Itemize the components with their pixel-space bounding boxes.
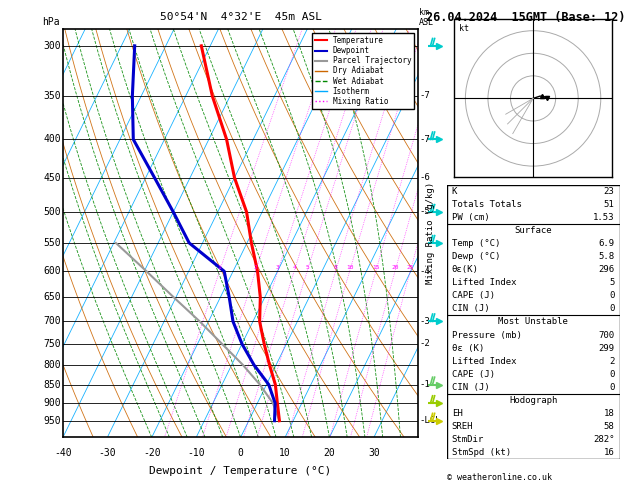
Text: 2: 2: [609, 357, 615, 365]
Text: Most Unstable: Most Unstable: [498, 317, 568, 327]
Text: 6.9: 6.9: [598, 239, 615, 248]
Text: 950: 950: [43, 416, 61, 426]
Text: 1.53: 1.53: [593, 213, 615, 222]
Text: 20: 20: [323, 448, 335, 458]
Text: 58: 58: [604, 422, 615, 431]
Text: hPa: hPa: [42, 17, 59, 27]
Text: PW (cm): PW (cm): [452, 213, 489, 222]
Text: Temp (°C): Temp (°C): [452, 239, 500, 248]
Text: 400: 400: [43, 135, 61, 144]
Text: 800: 800: [43, 360, 61, 370]
Text: -7: -7: [419, 135, 430, 144]
Text: Hodograph: Hodograph: [509, 396, 557, 405]
Text: -LCL: -LCL: [419, 416, 440, 425]
Text: 450: 450: [43, 173, 61, 183]
Text: CAPE (J): CAPE (J): [452, 291, 495, 300]
Text: 296: 296: [598, 265, 615, 274]
Text: 0: 0: [609, 383, 615, 392]
Text: θε (K): θε (K): [452, 344, 484, 353]
Text: © weatheronline.co.uk: © weatheronline.co.uk: [447, 473, 552, 482]
Text: 4: 4: [292, 265, 296, 270]
Text: CAPE (J): CAPE (J): [452, 370, 495, 379]
Text: 5.8: 5.8: [598, 252, 615, 261]
Text: EH: EH: [452, 409, 462, 418]
Text: 500: 500: [43, 207, 61, 217]
Text: -7: -7: [419, 91, 430, 101]
Text: -40: -40: [54, 448, 72, 458]
Text: StmDir: StmDir: [452, 435, 484, 444]
Text: 350: 350: [43, 91, 61, 101]
Text: -6: -6: [419, 173, 430, 182]
Text: 550: 550: [43, 238, 61, 248]
Text: 50°54'N  4°32'E  45m ASL: 50°54'N 4°32'E 45m ASL: [160, 12, 321, 22]
Text: Dewp (°C): Dewp (°C): [452, 252, 500, 261]
Text: -20: -20: [143, 448, 160, 458]
Text: -4: -4: [419, 267, 430, 276]
Text: 3: 3: [276, 265, 280, 270]
Legend: Temperature, Dewpoint, Parcel Trajectory, Dry Adiabat, Wet Adiabat, Isotherm, Mi: Temperature, Dewpoint, Parcel Trajectory…: [312, 33, 415, 109]
Text: 25: 25: [406, 265, 414, 270]
Text: kt: kt: [459, 24, 469, 33]
Text: 16: 16: [604, 448, 615, 457]
Text: Pressure (mb): Pressure (mb): [452, 330, 521, 340]
Text: 20: 20: [391, 265, 399, 270]
Text: -30: -30: [99, 448, 116, 458]
Text: 282°: 282°: [593, 435, 615, 444]
Text: 30: 30: [368, 448, 380, 458]
Text: 15: 15: [372, 265, 379, 270]
Text: 1: 1: [218, 265, 221, 270]
Text: Mixing Ratio (g/kg): Mixing Ratio (g/kg): [426, 182, 435, 284]
Text: 700: 700: [43, 316, 61, 327]
Text: 8: 8: [334, 265, 338, 270]
Text: 10: 10: [279, 448, 291, 458]
Text: 26.04.2024  15GMT (Base: 12): 26.04.2024 15GMT (Base: 12): [426, 11, 626, 24]
Text: 0: 0: [609, 370, 615, 379]
Text: 5: 5: [305, 265, 309, 270]
Text: 600: 600: [43, 266, 61, 276]
Text: SREH: SREH: [452, 422, 473, 431]
Text: 650: 650: [43, 292, 61, 302]
Text: 0: 0: [609, 304, 615, 313]
Text: 299: 299: [598, 344, 615, 353]
Text: θε(K): θε(K): [452, 265, 479, 274]
Text: -5: -5: [419, 208, 430, 216]
Text: Lifted Index: Lifted Index: [452, 278, 516, 287]
Text: 300: 300: [43, 41, 61, 51]
Text: StmSpd (kt): StmSpd (kt): [452, 448, 511, 457]
Text: 850: 850: [43, 380, 61, 390]
Text: Surface: Surface: [515, 226, 552, 235]
Text: 18: 18: [604, 409, 615, 418]
Text: Lifted Index: Lifted Index: [452, 357, 516, 365]
Text: -10: -10: [187, 448, 205, 458]
Text: -2: -2: [419, 339, 430, 348]
Text: km
ASL: km ASL: [419, 8, 434, 27]
Text: 0: 0: [609, 291, 615, 300]
Text: CIN (J): CIN (J): [452, 383, 489, 392]
Text: 900: 900: [43, 398, 61, 408]
Text: 750: 750: [43, 339, 61, 349]
Text: 5: 5: [609, 278, 615, 287]
Text: 10: 10: [346, 265, 353, 270]
Text: 23: 23: [604, 187, 615, 196]
Text: -1: -1: [419, 380, 430, 389]
Text: 2: 2: [253, 265, 257, 270]
Text: -3: -3: [419, 317, 430, 326]
Text: Dewpoint / Temperature (°C): Dewpoint / Temperature (°C): [150, 466, 331, 476]
Text: 0: 0: [238, 448, 243, 458]
Text: 700: 700: [598, 330, 615, 340]
Text: 51: 51: [604, 200, 615, 209]
Text: K: K: [452, 187, 457, 196]
Text: CIN (J): CIN (J): [452, 304, 489, 313]
Text: Totals Totals: Totals Totals: [452, 200, 521, 209]
